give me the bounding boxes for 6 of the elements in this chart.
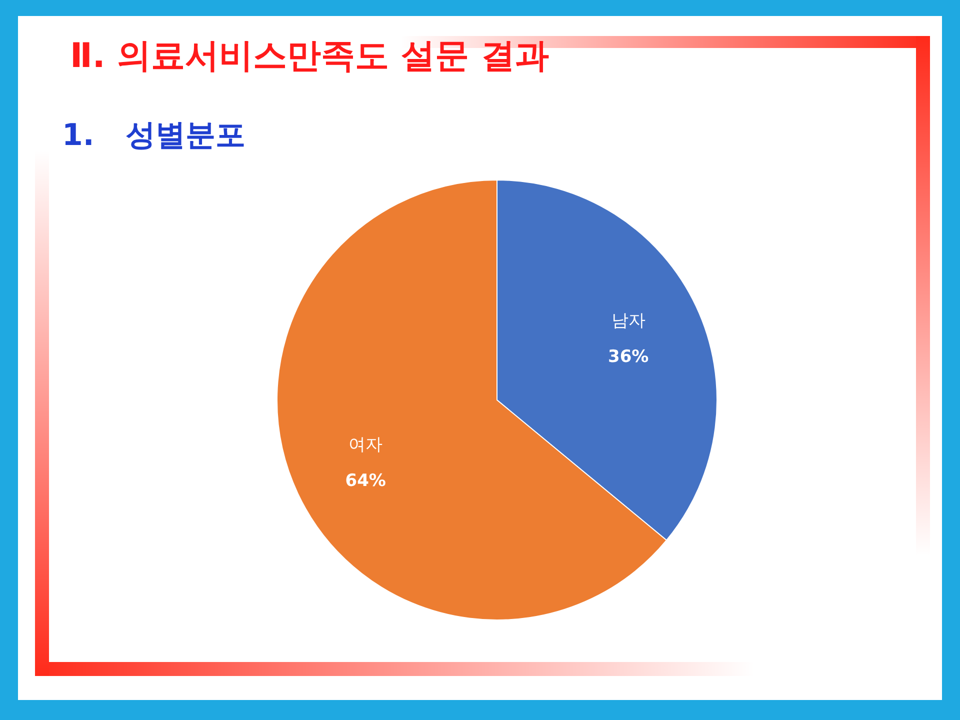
slice-label: 여자 (348, 434, 383, 455)
chart-title: Ⅱ. 의료서비스만족도 설문 결과 (70, 36, 549, 76)
data-label: 64% (345, 470, 386, 491)
data-label: 36% (608, 347, 649, 368)
slice-label: 남자 (611, 311, 646, 332)
chart-subtitle: 1. 성별분포 (62, 118, 246, 153)
